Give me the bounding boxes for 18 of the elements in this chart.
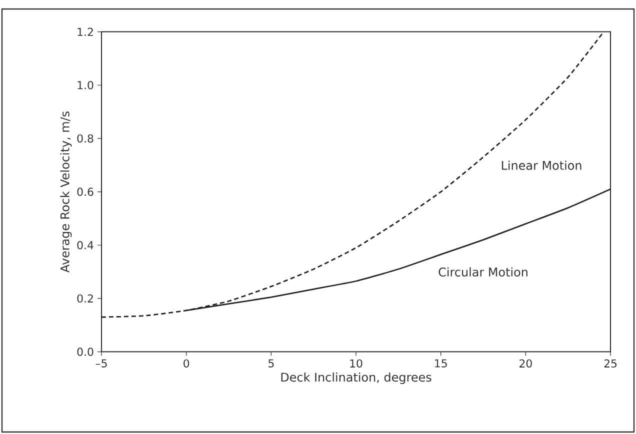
y-tick-label: 0.6	[77, 188, 94, 196]
x-tick-label: 20	[519, 359, 532, 368]
x-tick-label: 5	[268, 359, 274, 368]
series-label: Circular Motion	[438, 267, 528, 277]
series-label: Linear Motion	[502, 160, 582, 170]
y-tick-label: 1.0	[78, 80, 94, 90]
x-axis-title: Deck Inclination, degrees	[281, 372, 432, 384]
y-tick-label: 0.0	[77, 348, 94, 356]
y-tick-label: 0.2	[77, 294, 93, 303]
x-tick-label: –5	[96, 359, 107, 368]
x-tick-label: 15	[435, 359, 447, 368]
x-tick-label: 0	[184, 359, 190, 368]
y-tick-label: 0.8	[77, 134, 94, 143]
x-tick-label: 25	[604, 359, 617, 368]
y-tick-label: 0.4	[77, 240, 94, 250]
y-axis-title: Average Rock Velocity, m/s	[60, 112, 72, 273]
y-tick-label: 1.2	[78, 28, 93, 36]
x-tick-label: 10	[350, 359, 362, 368]
